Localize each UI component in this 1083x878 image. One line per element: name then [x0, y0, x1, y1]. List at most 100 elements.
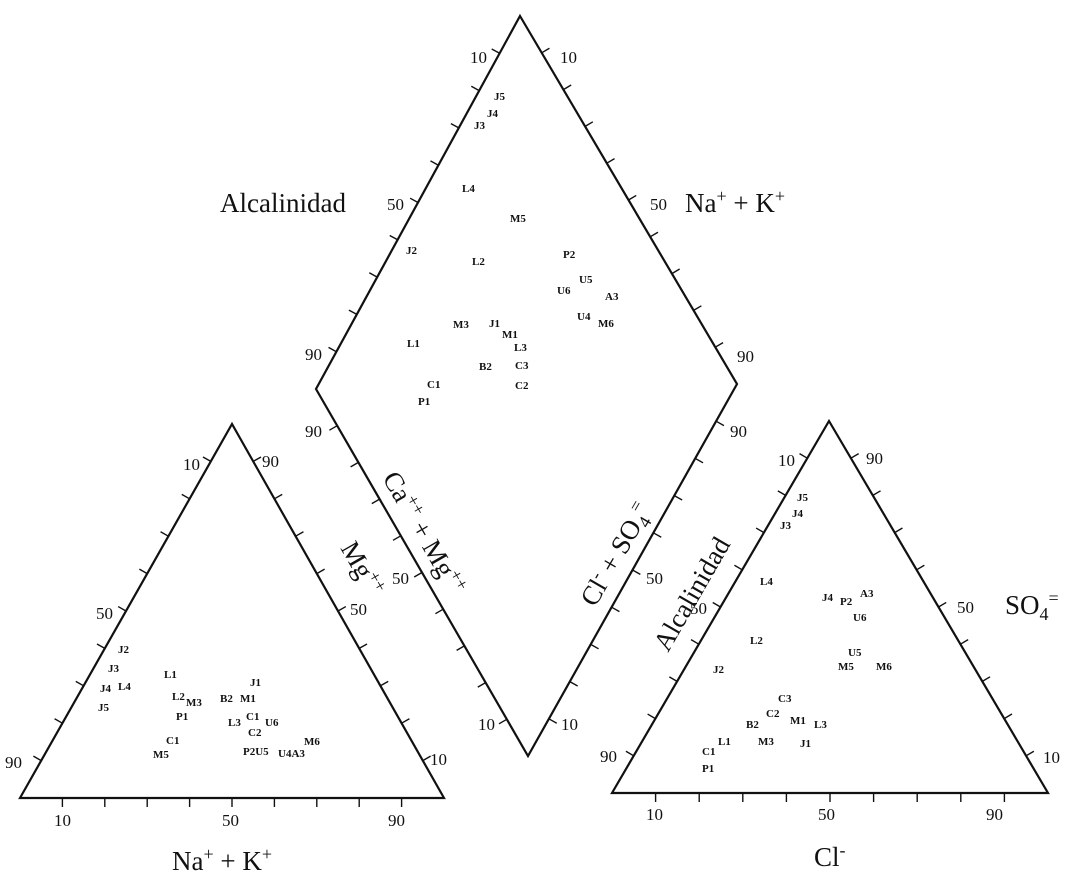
sample-label: C3 [778, 693, 792, 705]
tick-mark [328, 346, 337, 353]
sample-label: C1 [427, 379, 440, 391]
diamond-tick-lowerleft-50: 50 [392, 569, 409, 588]
tick-mark [33, 755, 42, 762]
tick-mark [371, 498, 380, 505]
sample-label: L1 [164, 669, 177, 681]
sample-label: M1 [240, 693, 256, 705]
sample-label: J3 [780, 520, 792, 532]
diamond-outline [314, 13, 739, 759]
diamond-nak-label: Na+ + K+ [685, 186, 785, 218]
sample-label: P1 [702, 763, 714, 775]
diamond-tick-lowerright-50: 50 [646, 569, 663, 588]
tick-mark [625, 750, 635, 757]
sample-label: M6 [876, 661, 892, 673]
tick-mark [450, 122, 460, 129]
sample-label: U5 [579, 274, 593, 286]
sample-label: U4 [577, 311, 591, 323]
tick-mark [409, 197, 419, 204]
sample-label: M1 [502, 329, 518, 341]
sample-label: A3 [605, 291, 619, 303]
sample-label: L1 [407, 338, 420, 350]
tick-mark [252, 456, 262, 463]
sample-label: P1 [418, 396, 430, 408]
tick-mark [960, 639, 969, 645]
diamond-tick-lowerleft-90: 90 [305, 422, 322, 441]
tick-mark [734, 564, 743, 571]
cation-tick-right-10: 10 [430, 750, 447, 769]
tick-mark [401, 718, 410, 724]
tick-mark [715, 420, 725, 427]
sample-label: J3 [108, 663, 120, 675]
tick-mark [54, 718, 63, 724]
tick-mark [470, 85, 480, 92]
tick-mark [316, 568, 325, 575]
sample-label: M3 [758, 736, 774, 748]
sample-label: C1 [702, 746, 715, 758]
cation-tick-bottom-10: 10 [54, 811, 71, 830]
sample-label: M5 [153, 749, 169, 761]
sample-label: C3 [515, 360, 529, 372]
tick-mark [712, 601, 721, 608]
tick-mark [96, 643, 106, 650]
tick-mark [350, 461, 359, 468]
sample-label: L3 [228, 717, 241, 729]
tick-mark [894, 527, 903, 534]
sample-label: J3 [474, 120, 486, 132]
tick-mark [392, 535, 402, 541]
sample-label: L1 [718, 736, 731, 748]
diamond-plot: 10 50 90 10 50 90 90 50 10 90 50 10 Alca… [220, 13, 785, 759]
tick-mark [274, 493, 283, 500]
diamond-tick-lowerleft-10: 10 [478, 715, 495, 734]
sample-label: L4 [118, 681, 131, 693]
sample-label: M6 [598, 318, 614, 330]
tick-mark [389, 234, 398, 241]
diamond-sample-labels: J5 J4 J3 L4 M5 J2 L2 P2 U5 U6 A3 U4 M6 M… [406, 91, 619, 408]
anion-tick-bottom-50: 50 [818, 805, 835, 824]
tick-mark [75, 680, 84, 687]
sample-label: J2 [406, 245, 418, 257]
diamond-alkalinity-label: Alcalinidad [220, 188, 346, 218]
tick-mark [628, 194, 637, 201]
cation-tick-left-10: 10 [183, 455, 200, 474]
tick-mark [649, 231, 659, 238]
sample-label: J1 [250, 677, 261, 689]
tick-mark [491, 48, 500, 54]
tick-mark [569, 680, 578, 687]
sample-label: L4 [462, 183, 475, 195]
sample-label: J4 [487, 108, 499, 120]
diamond-tick-right-90: 90 [737, 347, 754, 366]
cation-ticks [33, 456, 431, 807]
sample-label: M6 [304, 736, 320, 748]
tick-mark [368, 272, 378, 278]
sample-label: J5 [797, 492, 809, 504]
anion-tick-left-50: 50 [690, 599, 707, 618]
tick-mark [541, 47, 550, 54]
sample-label: J2 [713, 664, 725, 676]
tick-mark [981, 676, 991, 683]
cation-triangle: 10 50 90 90 50 10 10 50 90 Mg++ Na+ + K+… [5, 421, 447, 876]
diamond-tick-left-50: 50 [387, 195, 404, 214]
sample-label: M5 [838, 661, 854, 673]
anion-ticks [625, 453, 1035, 802]
tick-mark [477, 681, 486, 688]
anion-tick-bottom-10: 10 [646, 805, 663, 824]
sample-label: P2 [563, 249, 576, 261]
diamond-tick-lowerright-90: 90 [730, 422, 747, 441]
tick-mark [456, 645, 465, 652]
diamond-tick-left-90: 90 [305, 345, 322, 364]
diamond-tick-right-10: 10 [560, 48, 577, 67]
sample-label: M1 [790, 715, 806, 727]
tick-mark [671, 268, 681, 275]
anion-tick-bottom-90: 90 [986, 805, 1003, 824]
cation-sample-labels: J2 J3 J4 L4 J5 L1 L2 M3 P1 B2 M1 J1 L3 C… [98, 644, 320, 761]
tick-mark [632, 569, 641, 576]
tick-mark [653, 532, 662, 538]
anion-alkalinity-label: Alcalinidad [647, 531, 736, 656]
anion-tick-right-10: 10 [1043, 748, 1060, 767]
tick-mark [413, 571, 423, 578]
sample-label: C2 [766, 708, 780, 720]
tick-mark [693, 305, 702, 312]
sample-label: C1 [246, 711, 259, 723]
sample-label: U6 [853, 612, 867, 624]
sample-label: U6 [265, 717, 279, 729]
